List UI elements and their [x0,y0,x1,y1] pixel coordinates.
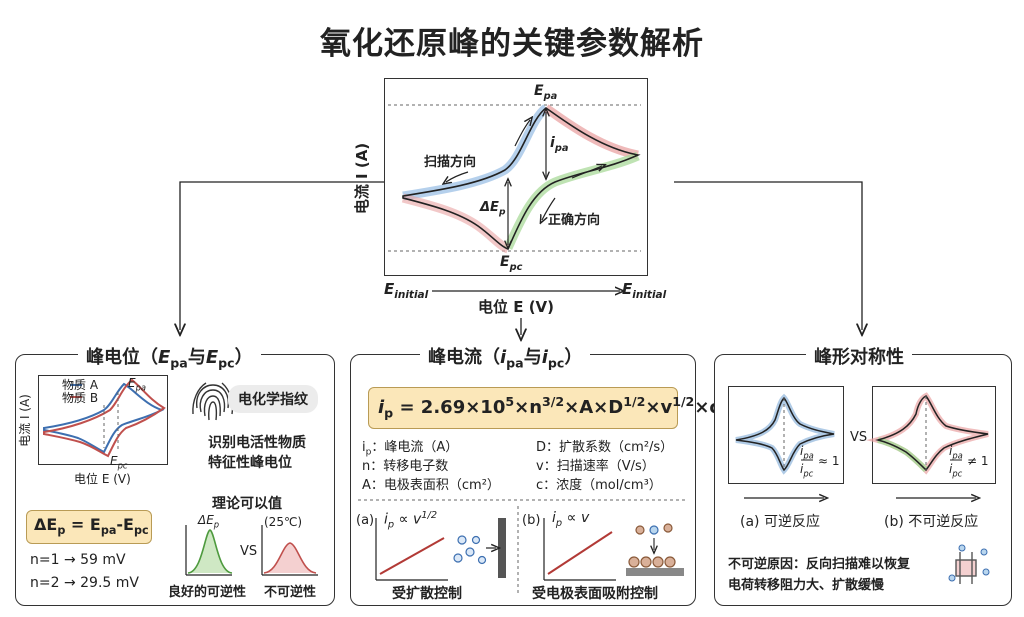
delta-ep-formula-text: ΔEp = Epa-Epc [34,515,149,538]
peak-potential-title: 峰电位（Epa与Epc） [78,343,261,371]
irreversible-reason-1: 不可逆原因：反向扫描难以恢复 [728,557,911,572]
peak-symmetry-title: 峰形对称性 [806,343,912,369]
peak-current-title: 峰电流（ipa与ipc） [420,343,591,371]
irreversibility: 不可逆性 [264,585,317,600]
main-delta-ep-label: ΔEp [480,200,506,218]
mini-cv-box [38,375,168,465]
ratio-ipa-b: ipa [949,444,963,461]
theory-label: 理论可以值 [212,496,282,512]
irreversible-cv-box [872,386,996,484]
reversible-caption: (a) 可逆反应 [740,514,820,530]
n2-value: n=2 → 29.5 mV [30,575,139,591]
diffusion-control-caption: 受扩散控制 [392,586,462,602]
ratio-ipc-b: ipc [949,462,963,479]
main-epa-label: Epa [534,83,558,102]
def-v: v：扫描速率（V/s） [536,459,655,474]
mini-x-label: 电位 E (V) [74,472,131,486]
electrochemical-fingerprint-badge: 电化学指纹 [228,385,318,413]
mini-epa-label: Epa [128,376,147,393]
ratio-approx-1: ≈ 1 [818,454,840,468]
b-label: (b) [522,513,541,528]
page-title: 氧化还原峰的关键参数解析 [320,26,704,62]
mini-legend-b: 物质 B [62,391,99,405]
n1-value: n=1 → 59 mV [30,552,126,568]
temperature-label: (25℃) [264,515,303,529]
randles-sevcik-formula [368,387,678,429]
ratio-ipa-a: ipa [800,444,814,461]
main-scan-direction: 扫描方向 [424,155,477,170]
main-epc-label: Epc [500,254,523,273]
mini-epc-label: Epc [110,454,128,471]
def-a: A：电极表面积（cm²） [362,478,500,493]
def-d: D：扩散系数（cm²/s） [536,440,674,455]
small-delta-ep: ΔEp [198,513,220,530]
vs-left: VS [240,544,258,559]
main-x-axis-label: 电位 E (V) [478,298,555,316]
a-relation: ip ∝ v1/2 [384,510,438,531]
good-reversibility: 良好的可逆性 [168,585,247,600]
main-forward-direction: 正确方向 [548,213,601,228]
irreversible-caption: (b) 不可逆反应 [884,514,979,530]
main-e-initial-left: Einitial [384,280,429,301]
main-ipa-label: ipa [550,135,569,154]
randles-sevcik-formula-text: ip = 2.69×105×n3/2×A×D1/2×v1/2×c [378,394,721,421]
a-label: (a) [356,513,375,528]
delta-ep-formula [26,510,152,544]
def-n: n：转移电子数 [362,459,449,474]
identify-line-1: 识别电活性物质 [208,435,306,451]
mini-legend-a: 物质 A [62,378,99,392]
main-e-initial-right: Einitial [622,280,667,301]
main-cv-box [384,78,648,276]
irreversible-reason-2: 电荷转移阻力大、扩散缓慢 [728,578,885,593]
b-relation: ip ∝ v [552,510,590,529]
adsorption-control-caption: 受电极表面吸附控制 [532,586,658,602]
ratio-ipc-a: ipc [800,462,814,479]
identify-line-2: 特征性峰电位 [208,455,292,471]
reversible-cv-box [728,386,844,484]
def-ip: ip：峰电流（A） [362,440,459,458]
ratio-neq-1: ≠ 1 [967,454,989,468]
vs-right: VS [850,430,868,445]
def-c: c：浓度（mol/cm³） [536,478,662,493]
